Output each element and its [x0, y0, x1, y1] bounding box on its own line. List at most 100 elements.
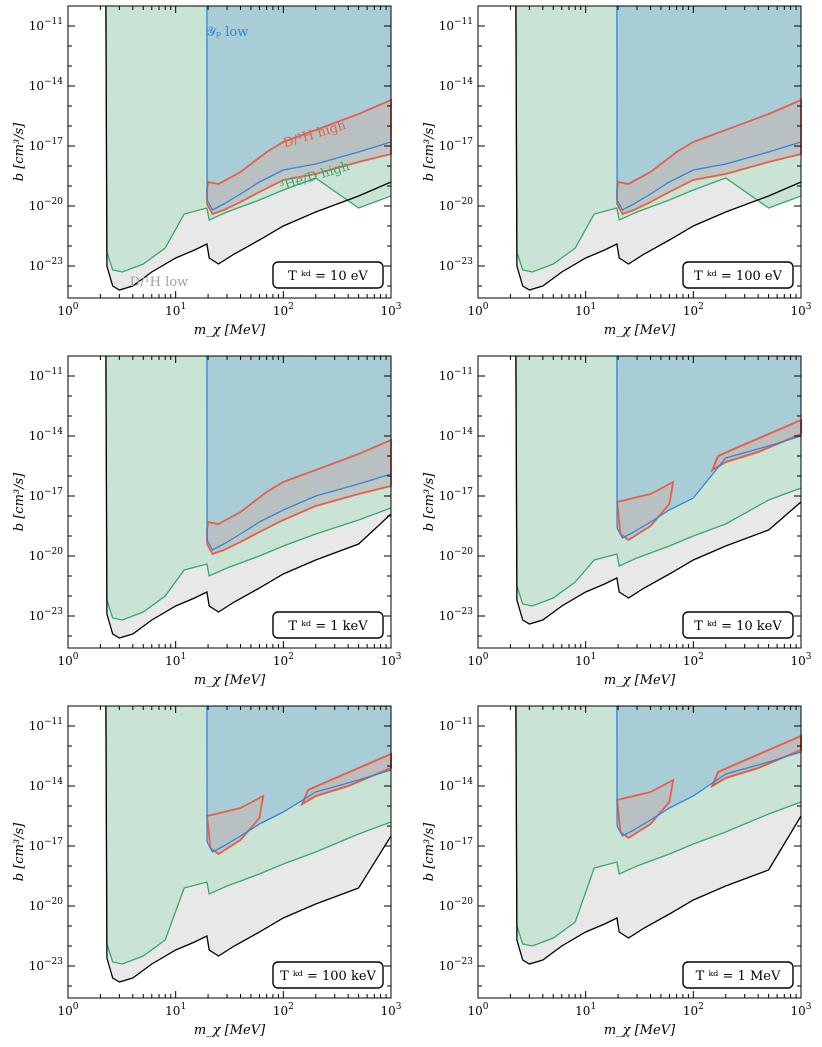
x-tick-label: 101 — [575, 1002, 596, 1018]
x-tick-label: 102 — [683, 302, 704, 318]
panel-label-box — [682, 261, 794, 289]
panel-label-box — [272, 611, 384, 639]
panel-label: T ᵏᵈ = 1 keV — [288, 619, 368, 634]
x-tick-label: 103 — [790, 652, 811, 668]
y-axis-label: b [cm³/s] — [12, 822, 27, 881]
x-tick-label: 103 — [380, 652, 401, 668]
y-tick-label: 10−14 — [29, 427, 64, 443]
y-tick-label: 10−14 — [29, 777, 64, 793]
y-tick-label: 10−20 — [439, 897, 474, 913]
axes-frame — [67, 705, 392, 999]
y-tick-label: 10−23 — [439, 607, 474, 623]
panel-T1MeV: 100 101 102 103 10−11 10−14 10−17 10−20 10−23 m_χ… — [422, 705, 812, 1038]
x-tick-label: 100 — [57, 302, 78, 318]
line-yp-low — [206, 705, 392, 853]
panel-T10keV: 100 101 102 103 10−11 10−14 10−17 10−20 10−23 m_χ… — [422, 355, 812, 688]
panel-label: T ᵏᵈ = 10 eV — [288, 269, 368, 284]
x-axis-label: m_χ [MeV] — [604, 1023, 676, 1038]
y-tick-label: 10−23 — [29, 257, 64, 273]
x-tick-label: 100 — [467, 652, 488, 668]
x-tick-label: 100 — [57, 652, 78, 668]
y-tick-label: 10−20 — [29, 897, 64, 913]
panel-T10eV: 100 101 102 103 10−11 10−14 10−17 10−20 10−23 m_χ… — [12, 5, 402, 338]
panel-label-box — [272, 961, 384, 989]
y-tick-label: 10−17 — [439, 137, 474, 153]
y-tick-label: 10−11 — [29, 17, 63, 33]
panel-label: T ᵏᵈ = 10 keV — [694, 619, 782, 634]
line-dlow — [105, 355, 392, 639]
x-tick-label: 101 — [165, 1002, 186, 1018]
x-tick-label: 100 — [467, 302, 488, 318]
y-tick-label: 10−17 — [439, 837, 474, 853]
y-axis-label: b [cm³/s] — [422, 472, 437, 531]
panel-T100keV: 100 101 102 103 10−11 10−14 10−17 10−20 10−23 m_χ… — [12, 705, 402, 1038]
y-tick-label: 10−23 — [29, 607, 64, 623]
region-dhigh — [616, 778, 675, 840]
panel-label-box — [682, 611, 794, 639]
y-tick-label: 10−17 — [29, 837, 64, 853]
axes-frame — [477, 5, 802, 299]
x-tick-label: 100 — [467, 1002, 488, 1018]
y-tick-label: 10−23 — [29, 957, 64, 973]
line-yp-low — [206, 355, 392, 551]
panel-label: T ᵏᵈ = 100 eV — [694, 269, 783, 284]
axes-frame — [477, 705, 802, 999]
x-tick-label: 102 — [683, 652, 704, 668]
x-tick-label: 102 — [683, 1002, 704, 1018]
panel-label: T ᵏᵈ = 1 MeV — [696, 969, 781, 984]
x-tick-label: 101 — [575, 652, 596, 668]
x-tick-label: 103 — [790, 302, 811, 318]
y-axis-label: b [cm³/s] — [422, 122, 437, 181]
y-axis-label: b [cm³/s] — [12, 472, 27, 531]
annotation-label: 𝒴ₚ low — [206, 25, 249, 40]
axes-frame — [67, 5, 392, 299]
annotation-label: D/¹H low — [130, 275, 189, 290]
line-he3-high — [515, 705, 802, 947]
x-tick-label: 102 — [273, 1002, 294, 1018]
y-axis-label: b [cm³/s] — [12, 122, 27, 181]
x-tick-label: 102 — [273, 302, 294, 318]
y-tick-label: 10−17 — [29, 137, 64, 153]
line-dlow — [515, 5, 802, 291]
y-tick-label: 10−14 — [439, 427, 474, 443]
y-tick-label: 10−17 — [439, 487, 474, 503]
x-axis-label: m_χ [MeV] — [194, 323, 266, 338]
region-yp-low — [616, 6, 801, 210]
y-tick-label: 10−11 — [439, 17, 473, 33]
line-he3-high — [105, 705, 392, 965]
y-tick-label: 10−23 — [439, 257, 474, 273]
line-yp-low — [616, 705, 802, 837]
panel-T100eV: 100 101 102 103 10−11 10−14 10−17 10−20 10−23 m_χ… — [422, 5, 812, 338]
y-tick-label: 10−14 — [29, 77, 64, 93]
x-tick-label: 103 — [380, 1002, 401, 1018]
line-dlow — [515, 355, 802, 625]
x-tick-label: 101 — [165, 302, 186, 318]
y-tick-label: 10−23 — [439, 957, 474, 973]
line-he3-high — [515, 5, 802, 273]
y-tick-label: 10−20 — [439, 197, 474, 213]
x-tick-label: 102 — [273, 652, 294, 668]
line-dlow — [515, 705, 802, 965]
line-dlow — [105, 705, 392, 983]
y-tick-label: 10−20 — [29, 197, 64, 213]
line-he3-high — [515, 355, 802, 607]
line-dlow — [105, 5, 392, 291]
y-tick-label: 10−11 — [29, 717, 63, 733]
line-he3-high — [105, 5, 392, 273]
y-tick-label: 10−20 — [439, 547, 474, 563]
y-tick-label: 10−11 — [439, 367, 473, 383]
line-yp-low — [206, 5, 392, 211]
region-yp-low — [206, 6, 391, 210]
y-tick-label: 10−11 — [29, 367, 63, 383]
x-tick-label: 100 — [57, 1002, 78, 1018]
region-dhigh — [206, 794, 265, 856]
y-tick-label: 10−11 — [439, 717, 473, 733]
y-tick-label: 10−14 — [439, 77, 474, 93]
panel-T1keV: 100 101 102 103 10−11 10−14 10−17 10−20 10−23 m_χ… — [12, 355, 402, 688]
x-tick-label: 101 — [165, 652, 186, 668]
y-tick-label: 10−20 — [29, 547, 64, 563]
panel-label-box — [682, 961, 794, 989]
y-tick-label: 10−17 — [29, 487, 64, 503]
x-axis-label: m_χ [MeV] — [194, 673, 266, 688]
region-dhigh — [616, 480, 675, 542]
